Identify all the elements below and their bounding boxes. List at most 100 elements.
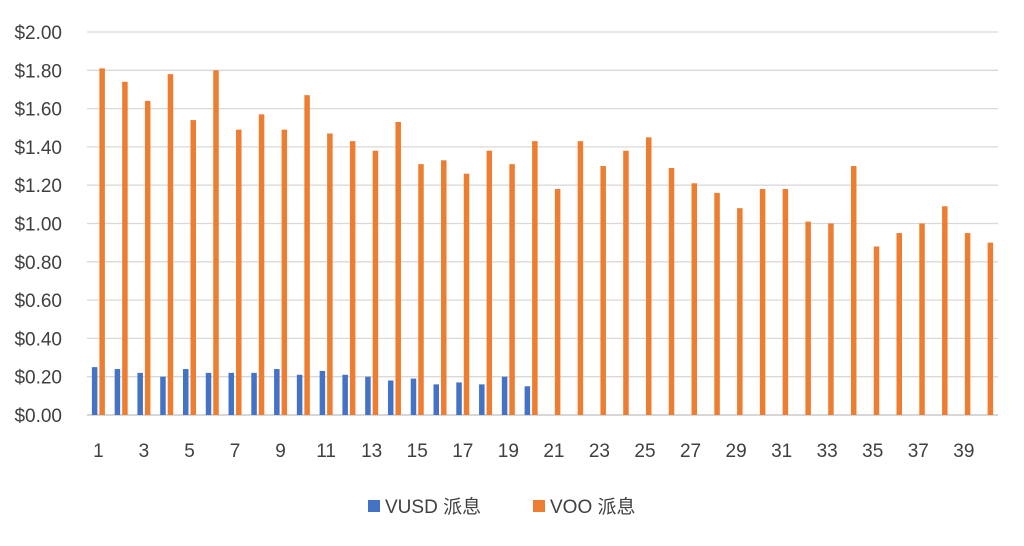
- bar-voo: [850, 166, 857, 415]
- y-tick-label: $1.40: [14, 138, 62, 159]
- bar-voo: [691, 183, 698, 415]
- bar-voo: [258, 114, 265, 415]
- bar-vusd: [479, 384, 485, 415]
- bar-vusd: [182, 369, 189, 415]
- bar-voo: [327, 133, 333, 415]
- y-axis-tick-labels: $0.00 $0.20 $0.40 $0.60 $0.80 $1.00 $1.20 $1.40…: [14, 23, 62, 427]
- bar-voo: [486, 150, 493, 416]
- bar-voo: [509, 164, 515, 415]
- x-tick-label: 27: [680, 441, 701, 462]
- y-tick-label: $0.40: [14, 329, 62, 350]
- bar-vusd: [319, 370, 326, 415]
- bar-voo: [964, 233, 971, 415]
- bar-vusd: [387, 380, 394, 415]
- bar-voo: [441, 160, 447, 415]
- bar-voo: [987, 242, 994, 415]
- x-tick-label: 35: [862, 441, 883, 462]
- bar-voo: [144, 100, 151, 415]
- bar-vusd: [524, 386, 531, 415]
- bar-voo: [236, 129, 242, 416]
- bar-voo: [782, 189, 789, 415]
- x-tick-label: 23: [589, 441, 610, 462]
- y-tick-label: $0.60: [14, 291, 62, 312]
- gridlines: [87, 31, 998, 416]
- bar-vusd: [365, 376, 371, 415]
- x-tick-label: 29: [726, 441, 747, 462]
- bar-vusd: [274, 369, 280, 415]
- bar-voo: [532, 141, 538, 415]
- bar-voo: [213, 70, 219, 416]
- bar-vusd: [160, 376, 166, 415]
- x-tick-label: 5: [184, 441, 195, 462]
- x-tick-label: 25: [634, 441, 655, 462]
- bar-voo: [600, 166, 606, 415]
- x-tick-label: 3: [139, 441, 150, 462]
- x-tick-label: 21: [543, 441, 564, 462]
- legend: VUSD 派息 VOO 派息: [368, 496, 636, 518]
- bar-vusd: [410, 378, 417, 415]
- bar-vusd: [114, 369, 121, 415]
- bar-vusd: [501, 376, 508, 415]
- bar-voo: [759, 189, 766, 415]
- x-tick-label: 37: [908, 441, 929, 462]
- bar-voo: [873, 246, 880, 415]
- x-tick-label: 17: [452, 441, 473, 462]
- bar-vusd: [205, 372, 212, 415]
- bar-vusd: [296, 374, 303, 415]
- bar-voo: [418, 164, 424, 415]
- bar-vusd: [251, 372, 257, 415]
- bar-voo: [554, 189, 561, 415]
- y-tick-label: $1.80: [14, 61, 62, 82]
- x-tick-label: 9: [275, 441, 286, 462]
- bar-voo: [122, 81, 128, 415]
- bar-voo: [919, 223, 925, 415]
- y-tick-label: $1.60: [14, 100, 62, 121]
- bar-voo: [281, 129, 288, 416]
- bar-voo: [577, 141, 584, 415]
- bars: [91, 68, 994, 416]
- bar-voo: [645, 137, 652, 415]
- bar-voo: [714, 192, 720, 415]
- bar-voo: [190, 120, 196, 415]
- x-tick-label: 7: [230, 441, 241, 462]
- x-tick-label: 13: [361, 441, 382, 462]
- bar-voo: [395, 122, 401, 415]
- y-tick-label: $2.00: [14, 23, 62, 44]
- bar-vusd: [433, 384, 440, 415]
- y-tick-label: $0.00: [14, 406, 62, 427]
- legend-label: VUSD 派息: [385, 496, 481, 518]
- bar-vusd: [342, 374, 348, 415]
- y-tick-label: $1.00: [14, 215, 62, 236]
- bar-vusd: [137, 372, 143, 415]
- bar-voo: [99, 68, 105, 415]
- bar-voo: [167, 74, 174, 415]
- bar-voo: [737, 208, 743, 415]
- x-tick-label: 33: [817, 441, 838, 462]
- legend-swatch: [368, 500, 380, 512]
- x-tick-label: 15: [407, 441, 428, 462]
- bar-vusd: [228, 372, 235, 415]
- bar-voo: [372, 150, 379, 416]
- y-tick-label: $0.20: [14, 368, 62, 389]
- bar-voo: [463, 173, 470, 415]
- x-tick-label: 1: [93, 441, 104, 462]
- bar-vusd: [91, 367, 98, 415]
- x-axis-tick-labels: 1 3 5 7 9 11 13 15 17 19 21 23 25 27 29 31 33 35 37 39: [93, 441, 974, 462]
- bar-voo: [349, 141, 356, 415]
- legend-label: VOO 派息: [550, 496, 636, 518]
- bar-voo: [304, 95, 310, 415]
- y-tick-label: $0.80: [14, 253, 62, 274]
- bar-voo: [623, 150, 629, 416]
- x-tick-label: 39: [953, 441, 974, 462]
- x-tick-label: 19: [498, 441, 519, 462]
- legend-swatch: [533, 500, 545, 512]
- bar-vusd: [456, 382, 462, 415]
- bar-voo: [828, 223, 834, 415]
- bar-voo: [942, 206, 948, 415]
- x-tick-label: 11: [316, 441, 336, 462]
- bar-voo: [805, 221, 811, 415]
- y-tick-label: $1.20: [14, 176, 62, 197]
- bar-voo: [896, 233, 903, 415]
